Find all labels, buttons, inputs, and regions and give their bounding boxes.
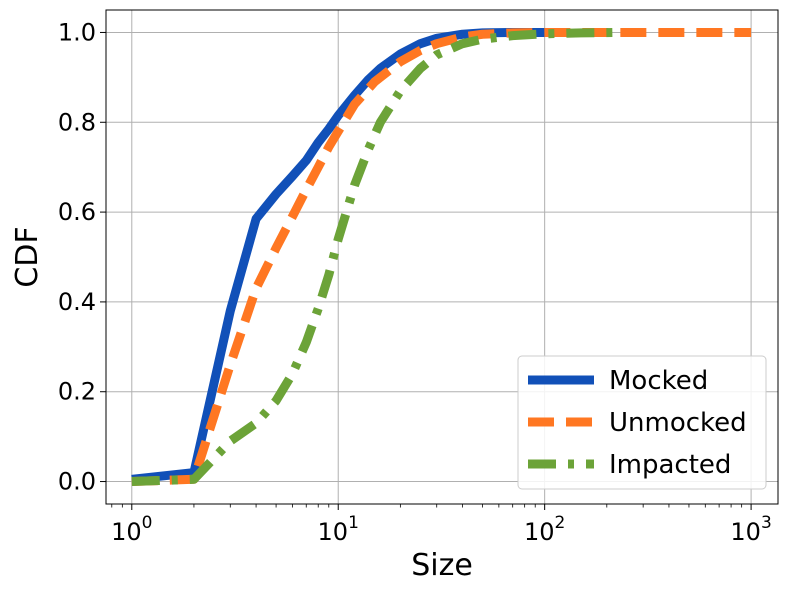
y-tick-label: 1.0 bbox=[58, 18, 96, 46]
legend-label-impacted: Impacted bbox=[609, 450, 731, 480]
x-tick-label: 102 bbox=[524, 513, 565, 546]
x-tick-base: 10 bbox=[318, 518, 349, 546]
y-tick-label: 0.6 bbox=[58, 198, 96, 226]
y-tick-label: 0.4 bbox=[58, 288, 96, 316]
series-layer bbox=[131, 27, 752, 487]
x-axis-title: Size bbox=[411, 548, 473, 583]
legend-label-mocked: Mocked bbox=[609, 366, 708, 396]
plot-frame bbox=[105, 9, 779, 505]
ticks bbox=[100, 31, 752, 510]
x-tick-base: 10 bbox=[524, 518, 555, 546]
x-tick-label: 103 bbox=[730, 513, 771, 546]
x-tick-labels: 100 101 102 103 bbox=[111, 513, 772, 546]
x-tick-label: 101 bbox=[318, 513, 359, 546]
y-tick-label: 0.0 bbox=[58, 468, 96, 496]
legend: Mocked Unmocked Impacted bbox=[517, 355, 767, 490]
legend-label-unmocked: Unmocked bbox=[609, 408, 747, 438]
y-axis-title: CDF bbox=[10, 226, 45, 287]
x-tick-exponent: 1 bbox=[348, 513, 359, 533]
series-line-mocked bbox=[131, 27, 558, 484]
series-line-impacted bbox=[131, 27, 616, 487]
x-tick-exponent: 2 bbox=[555, 513, 566, 533]
y-tick-label: 0.8 bbox=[58, 108, 96, 136]
series-line-unmocked bbox=[131, 27, 752, 487]
x-tick-exponent: 3 bbox=[761, 513, 772, 533]
y-tick-label: 0.2 bbox=[58, 378, 96, 406]
y-tick-labels: 0.0 0.2 0.4 0.6 0.8 1.0 bbox=[58, 18, 96, 495]
x-tick-label: 100 bbox=[111, 513, 152, 546]
x-tick-exponent: 0 bbox=[142, 513, 153, 533]
x-tick-base: 10 bbox=[111, 518, 142, 546]
legend-box bbox=[517, 355, 767, 490]
x-tick-base: 10 bbox=[730, 518, 761, 546]
